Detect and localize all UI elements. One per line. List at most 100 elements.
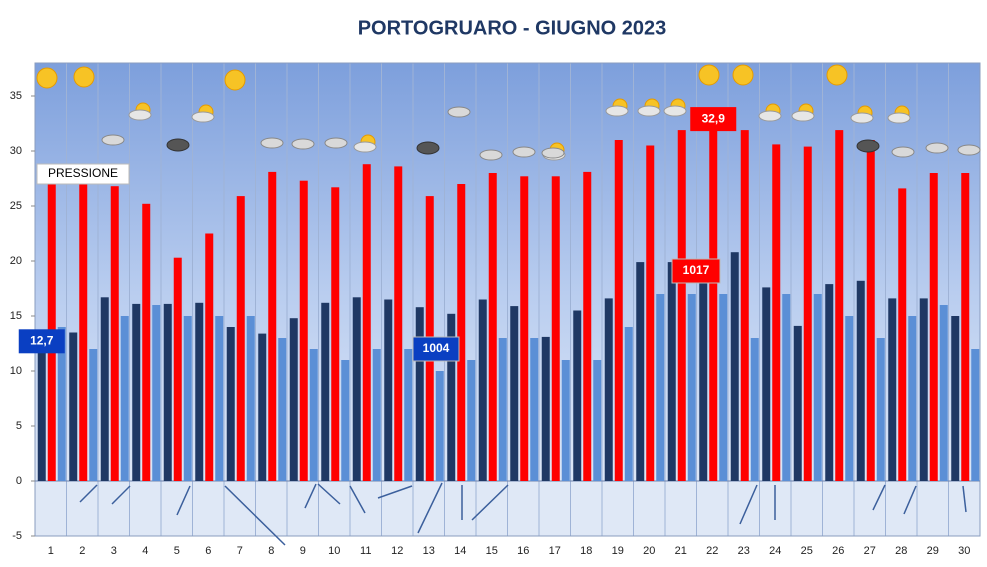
bar <box>226 327 235 481</box>
weather-icon <box>856 139 880 153</box>
bar <box>110 186 119 481</box>
weather-icon <box>758 110 782 122</box>
wind-arrow <box>417 482 443 534</box>
bar <box>89 349 98 481</box>
bar <box>782 294 791 481</box>
bar <box>498 338 507 481</box>
bar <box>561 360 570 481</box>
bar <box>677 130 686 481</box>
bar <box>352 297 361 481</box>
weather-icon <box>353 141 377 153</box>
bar <box>163 303 172 481</box>
y-tick-label: 25 <box>10 200 22 212</box>
bar <box>656 294 665 481</box>
bar <box>551 176 560 482</box>
y-tick-label: 30 <box>10 145 22 157</box>
wind-arrow <box>471 484 509 521</box>
bar <box>341 360 350 481</box>
annotation-box <box>671 258 721 284</box>
bar <box>384 299 393 481</box>
wind-arrow <box>739 484 758 525</box>
bar <box>120 316 129 481</box>
bar <box>457 184 466 481</box>
x-tick-label: 15 <box>486 545 498 557</box>
bar <box>908 316 917 481</box>
bar <box>971 349 980 481</box>
weather-icon <box>479 149 503 161</box>
weather-icon <box>73 66 95 88</box>
bar <box>258 333 267 481</box>
bar <box>898 188 907 481</box>
bar <box>636 262 645 481</box>
bar <box>289 318 298 481</box>
bar <box>919 298 928 481</box>
y-tick-label: -5 <box>12 530 22 542</box>
weather-icon <box>101 134 125 146</box>
bar <box>69 332 78 481</box>
bar <box>593 360 602 481</box>
bar <box>394 166 403 481</box>
bar <box>604 298 613 481</box>
y-tick-label: 0 <box>16 475 22 487</box>
wind-arrow <box>304 483 317 509</box>
weather-icon <box>191 111 215 123</box>
value-label-box <box>690 107 737 132</box>
bar <box>520 176 529 482</box>
bar <box>951 316 960 481</box>
weather-icon <box>698 64 720 86</box>
x-tick-label: 9 <box>300 545 306 557</box>
annotation-box <box>412 336 460 362</box>
bar <box>929 173 938 481</box>
x-tick-label: 14 <box>454 545 466 557</box>
bar <box>667 262 676 481</box>
x-tick-label: 29 <box>927 545 939 557</box>
y-tick-label: 20 <box>10 255 22 267</box>
weather-icon <box>891 146 915 158</box>
bar <box>888 298 897 481</box>
annotation: 1004 <box>423 341 450 355</box>
x-tick-label: 2 <box>79 545 85 557</box>
x-tick-label: 3 <box>111 545 117 557</box>
bar <box>866 140 875 481</box>
wind-arrow <box>872 484 886 511</box>
bar <box>614 140 623 481</box>
bar <box>699 277 708 481</box>
weather-icon <box>447 106 471 118</box>
bar <box>152 305 161 481</box>
bar <box>646 145 655 481</box>
x-tick-label: 10 <box>328 545 340 557</box>
weather-icon <box>541 147 565 159</box>
bar <box>856 280 865 481</box>
bar <box>740 130 749 481</box>
weather-icon <box>605 105 629 117</box>
bar <box>183 316 192 481</box>
y-tick-label: 35 <box>10 90 22 102</box>
bar <box>447 313 456 481</box>
annotation-box <box>36 163 130 185</box>
weather-icon <box>957 144 981 156</box>
bar <box>730 252 739 481</box>
x-tick-label: 26 <box>832 545 844 557</box>
x-tick-label: 1 <box>48 545 54 557</box>
bar <box>624 327 633 481</box>
annotation: PRESSIONE <box>48 166 118 180</box>
bar <box>719 294 728 481</box>
bar <box>488 173 497 481</box>
x-tick-label: 28 <box>895 545 907 557</box>
wind-arrow <box>903 485 917 515</box>
wind-arrow <box>176 485 191 516</box>
x-tick-label: 13 <box>423 545 435 557</box>
bar <box>132 303 141 481</box>
weather-icon <box>36 67 58 89</box>
weather-icon <box>224 69 246 91</box>
weather-icon <box>260 137 284 149</box>
value-label: 12,7 <box>30 333 54 347</box>
x-tick-label: 27 <box>864 545 876 557</box>
bar <box>530 338 539 481</box>
x-tick-label: 23 <box>738 545 750 557</box>
x-tick-label: 19 <box>612 545 624 557</box>
bar <box>100 297 109 481</box>
bar <box>142 203 151 482</box>
weather-icon <box>826 64 848 86</box>
bar <box>435 371 444 481</box>
